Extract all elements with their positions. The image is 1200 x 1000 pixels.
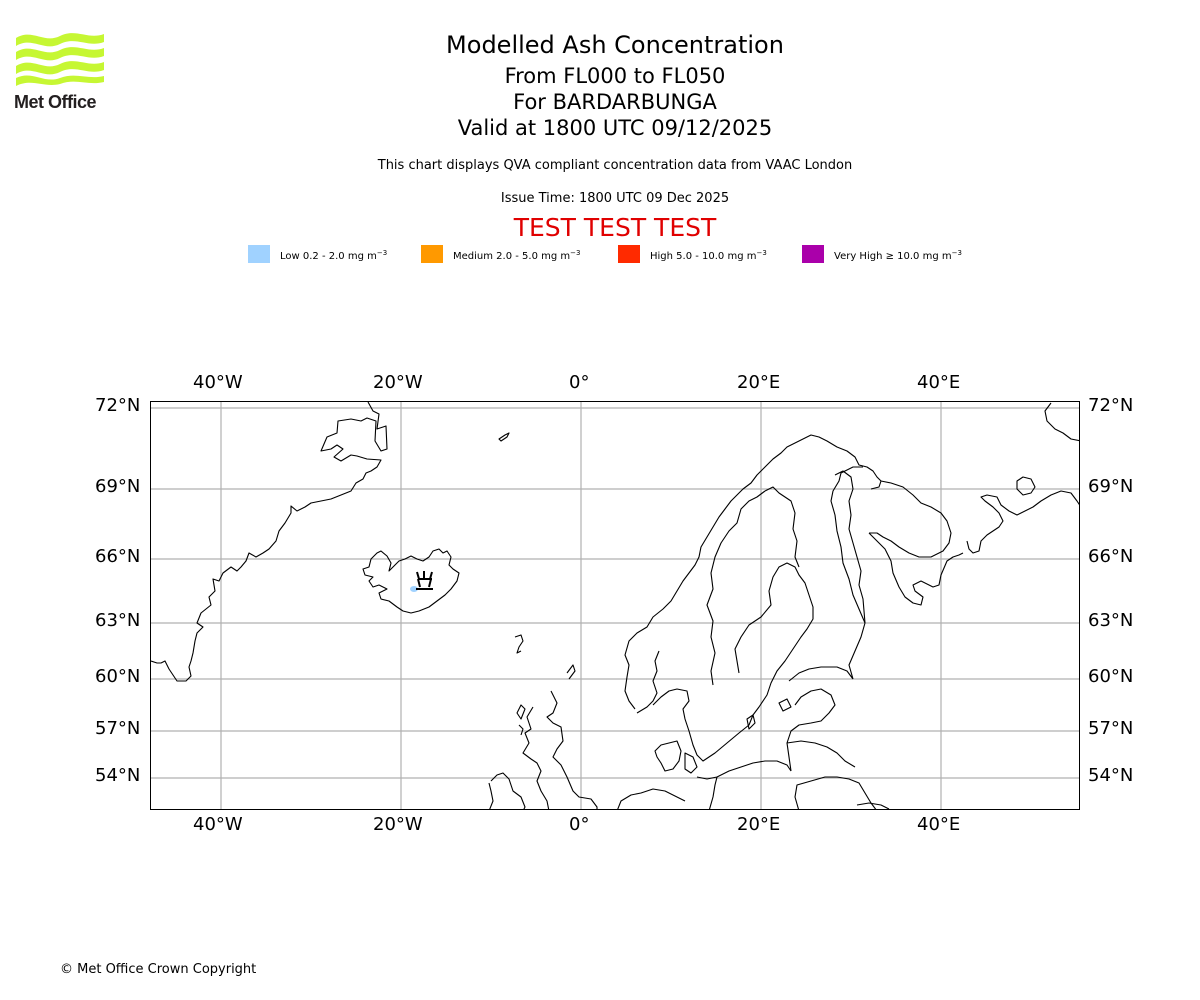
lon-tick-bottom-0: 0° xyxy=(569,814,590,835)
lat-tick-right-54n: 54°N xyxy=(1088,765,1134,786)
coastline-ireland xyxy=(488,772,526,809)
met-office-waves-icon xyxy=(16,33,104,86)
lon-tick-top-40e: 40°E xyxy=(917,372,961,393)
coastline-saaremaa xyxy=(778,698,792,712)
lat-tick-left-72n: 72°N xyxy=(95,395,141,416)
coastline-iceland xyxy=(362,548,460,614)
flight-level-range: From FL000 to FL050 xyxy=(504,64,726,88)
chart-title: Modelled Ash Concentration xyxy=(446,31,784,59)
lat-tick-right-66n: 66°N xyxy=(1088,546,1134,567)
coastline-finland xyxy=(788,466,866,682)
lat-tick-left-69n: 69°N xyxy=(95,476,141,497)
volcano-name: For BARDARBUNGA xyxy=(513,90,717,114)
legend-label-medium: Medium 2.0 - 5.0 mg m−3 xyxy=(453,249,581,262)
coastline-gotland xyxy=(746,714,756,730)
coastline-sweden xyxy=(652,562,814,762)
map-canvas xyxy=(151,402,1079,809)
lat-tick-left-60n: 60°N xyxy=(95,666,141,687)
border-poland-belarus xyxy=(794,776,890,809)
legend-swatch-medium xyxy=(421,245,443,263)
legend-swatch-very-high xyxy=(802,245,824,263)
coastline-kolguyev xyxy=(1016,476,1036,496)
lat-tick-left-63n: 63°N xyxy=(95,610,141,631)
lat-tick-left-57n: 57°N xyxy=(95,718,141,739)
copyright-notice: © Met Office Crown Copyright xyxy=(60,962,257,977)
map-panel xyxy=(150,401,1080,810)
legend-label-high: High 5.0 - 10.0 mg m−3 xyxy=(650,249,767,262)
lon-tick-bottom-20w: 20°W xyxy=(373,814,423,835)
coastline-novaya-zemlya xyxy=(1044,402,1079,442)
lon-tick-top-20w: 20°W xyxy=(373,372,423,393)
valid-time: Valid at 1800 UTC 09/12/2025 xyxy=(457,116,773,140)
lat-tick-right-69n: 69°N xyxy=(1088,476,1134,497)
chart-description: This chart displays QVA compliant concen… xyxy=(377,158,853,173)
lon-tick-top-0: 0° xyxy=(569,372,590,393)
coastline-faroe xyxy=(514,634,524,654)
lat-tick-right-60n: 60°N xyxy=(1088,666,1134,687)
coastline-shetland xyxy=(566,664,576,680)
lon-tick-bottom-40w: 40°W xyxy=(193,814,243,835)
coastline-netherlands-germany xyxy=(617,776,718,809)
lon-tick-top-40w: 40°W xyxy=(193,372,243,393)
lat-tick-right-72n: 72°N xyxy=(1088,395,1134,416)
lat-tick-right-63n: 63°N xyxy=(1088,610,1134,631)
border-finland-russia xyxy=(834,470,866,624)
lat-tick-left-54n: 54°N xyxy=(95,765,141,786)
coastline-hebrides xyxy=(516,704,526,736)
test-banner: TEST TEST TEST xyxy=(513,213,717,242)
coastline-scotland-west xyxy=(522,706,550,809)
lon-tick-bottom-40e: 40°E xyxy=(917,814,961,835)
lon-tick-top-20e: 20°E xyxy=(737,372,781,393)
coastline-white-sea xyxy=(868,490,1079,606)
legend-label-low: Low 0.2 - 2.0 mg m−3 xyxy=(280,249,388,262)
issue-time: Issue Time: 1800 UTC 09 Dec 2025 xyxy=(500,191,730,206)
coastline-baltic-south xyxy=(696,760,792,780)
lat-tick-left-66n: 66°N xyxy=(95,546,141,567)
border-sweden-finland xyxy=(764,486,800,568)
volcano-icon xyxy=(416,571,433,590)
coastline-baltic-states xyxy=(786,688,856,772)
coastline-denmark xyxy=(654,740,698,774)
coastline-great-britain xyxy=(546,690,598,809)
legend-swatch-low xyxy=(248,245,270,263)
legend-label-very-high: Very High ≥ 10.0 mg m−3 xyxy=(834,249,962,262)
lat-tick-right-57n: 57°N xyxy=(1088,718,1134,739)
legend-swatch-high xyxy=(618,245,640,263)
coastline-jan-mayen xyxy=(498,432,510,442)
lon-tick-bottom-20e: 20°E xyxy=(737,814,781,835)
coastline-norway xyxy=(624,434,882,714)
coastline-kola xyxy=(869,480,952,558)
border-norway-sweden xyxy=(706,490,766,686)
coastline-greenland xyxy=(151,402,388,682)
ash-area-low xyxy=(410,586,418,592)
graticule xyxy=(151,402,1079,809)
logo-text: Met Office xyxy=(14,92,97,112)
met-office-logo: Met Office xyxy=(14,30,106,112)
